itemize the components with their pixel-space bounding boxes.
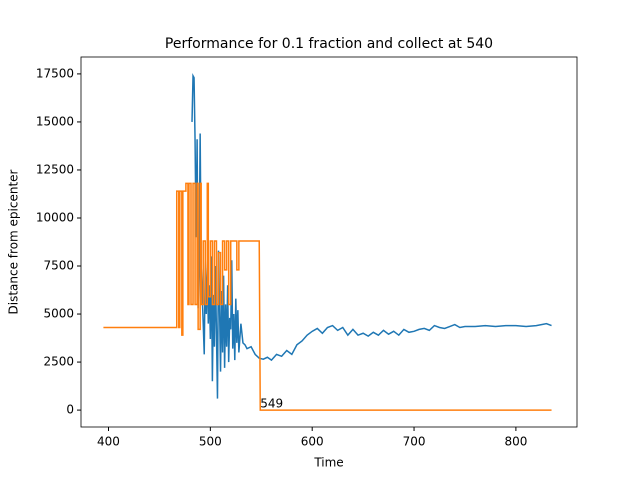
annotation: 549 xyxy=(260,397,283,411)
series-line xyxy=(103,182,552,411)
y-tick-label: 10000 xyxy=(36,210,74,224)
y-tick-label: 7500 xyxy=(43,259,74,273)
x-tick-label: 800 xyxy=(504,435,527,449)
x-tick-label: 600 xyxy=(301,435,324,449)
chart-title: Performance for 0.1 fraction and collect… xyxy=(165,36,493,52)
x-axis-label: Time xyxy=(313,456,343,470)
x-tick-label: 500 xyxy=(199,435,222,449)
x-tick-label: 400 xyxy=(97,435,120,449)
plot-frame xyxy=(80,56,578,428)
y-tick-label: 5000 xyxy=(43,307,74,321)
y-tick-label: 15000 xyxy=(36,114,74,128)
y-tick-label: 12500 xyxy=(36,162,74,176)
y-tick-label: 17500 xyxy=(36,66,74,80)
x-tick-label: 700 xyxy=(403,435,426,449)
series-line xyxy=(191,72,552,399)
y-tick-label: 2500 xyxy=(43,355,74,369)
y-axis-label: Distance from epicenter xyxy=(7,169,21,314)
y-tick-label: 0 xyxy=(66,403,74,417)
